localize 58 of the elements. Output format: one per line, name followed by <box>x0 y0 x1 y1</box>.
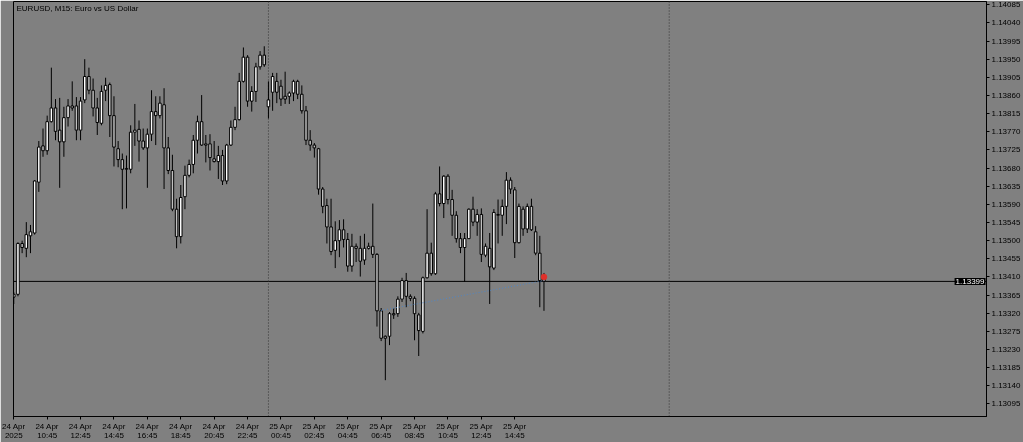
y-tick-label: 1.13545 <box>991 218 1021 228</box>
candlestick <box>57 97 62 189</box>
candlestick <box>525 203 530 234</box>
x-tick-label: 24 Apr 20:45 <box>202 421 226 440</box>
y-tick-label: 1.13860 <box>991 90 1021 100</box>
x-tick-label: 24 Apr 18:45 <box>168 421 193 440</box>
y-tick-label: 1.13365 <box>991 290 1021 300</box>
candlestick <box>291 79 296 102</box>
y-tick-label: 1.13815 <box>991 109 1021 119</box>
candlestick <box>358 235 363 278</box>
x-tick-label: 24 Apr 10:45 <box>35 421 59 440</box>
candlestick <box>262 45 267 68</box>
candlestick <box>270 72 275 112</box>
x-tick-label: 25 Apr 06:45 <box>369 421 393 440</box>
candlestick <box>208 133 212 171</box>
candlestick <box>283 71 287 105</box>
candlestick <box>362 233 367 266</box>
x-tick-label: 24 Apr 14:45 <box>102 421 126 440</box>
x-tick-label: 24 Apr 22:45 <box>235 421 260 440</box>
x-tick-label: 25 Apr 14:45 <box>502 421 527 440</box>
y-tick-label: 1.13410 <box>991 272 1021 282</box>
x-tick-label: 25 Apr 02:45 <box>302 421 327 440</box>
y-tick-label: 1.13095 <box>991 399 1021 409</box>
x-tick-label: 25 Apr 00:45 <box>269 421 293 440</box>
y-tick-label: 1.13185 <box>991 363 1021 373</box>
y-tick-label: 1.13770 <box>991 127 1021 137</box>
candlestick <box>275 72 279 104</box>
x-tick-label: 24 Apr 2025 <box>1 421 26 440</box>
y-tick-label: 1.13455 <box>991 254 1021 264</box>
candlestick <box>137 119 141 163</box>
ref-line-label: 1.13399 <box>955 276 986 286</box>
x-tick-label: 25 Apr 12:45 <box>469 421 494 440</box>
candlestick <box>24 221 29 258</box>
candlestick <box>153 95 158 146</box>
y-tick-label: 1.13680 <box>991 163 1021 173</box>
x-tick-label: 25 Apr 04:45 <box>335 421 360 440</box>
y-tick-label: 1.13905 <box>991 72 1021 82</box>
y-tick-label: 1.13275 <box>991 326 1021 336</box>
x-tick-label: 25 Apr 10:45 <box>436 421 460 440</box>
y-tick-label: 1.14040 <box>991 18 1021 28</box>
y-tick-label: 1.13725 <box>991 145 1021 155</box>
candlestick <box>354 242 358 263</box>
x-tick-label: 25 Apr 08:45 <box>402 421 427 440</box>
y-tick-label: 1.13590 <box>991 199 1021 209</box>
x-tick-label: 24 Apr 12:45 <box>68 421 93 440</box>
y-tick-label: 1.13995 <box>991 36 1021 46</box>
y-tick-label: 1.14085 <box>991 0 1021 10</box>
candlestick <box>216 145 221 180</box>
y-tick-label: 1.13950 <box>991 54 1021 64</box>
y-tick-label: 1.13635 <box>991 181 1021 191</box>
y-tick-label: 1.13140 <box>991 381 1021 391</box>
y-tick-label: 1.13500 <box>991 236 1021 246</box>
y-tick-label: 1.13230 <box>991 345 1021 355</box>
candlestick <box>350 233 354 273</box>
y-tick-label: 1.13320 <box>991 308 1021 318</box>
chart-title: EURUSD, M15: Euro vs US Dollar <box>16 3 139 13</box>
candlestick <box>333 220 337 269</box>
x-tick-label: 24 Apr 16:45 <box>135 421 160 440</box>
